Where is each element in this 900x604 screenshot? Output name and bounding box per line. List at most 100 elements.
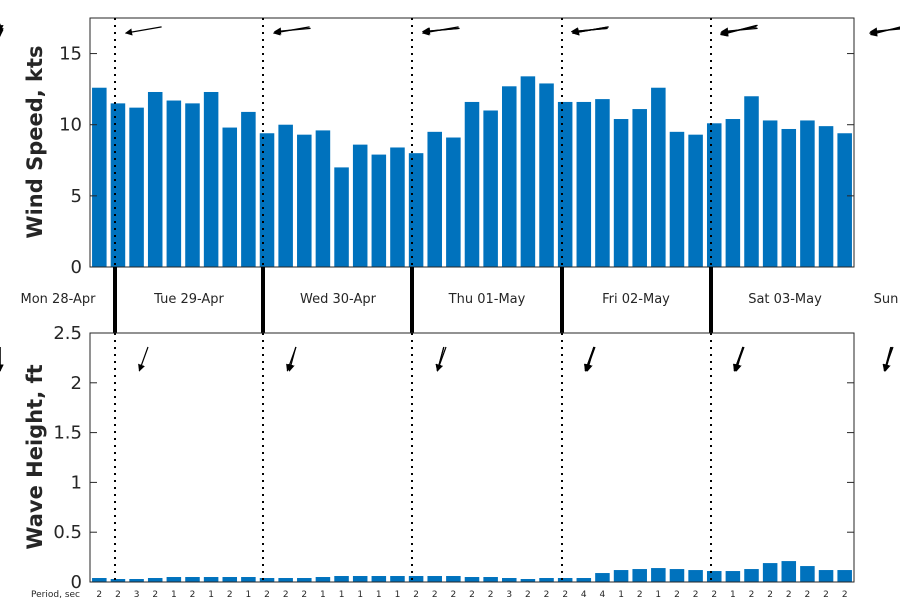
wave-bar: [762, 563, 778, 582]
wave-y-axis-label: Wave Height, ft: [23, 364, 47, 549]
period-value: 1: [171, 590, 177, 600]
wind-bar: [352, 144, 368, 267]
wind-bar: [688, 134, 703, 267]
period-value: 2: [637, 590, 643, 600]
wave-bar: [334, 576, 349, 582]
y-tick-label: 15: [59, 44, 82, 65]
wave-bar: [446, 576, 461, 582]
wave-bar: [613, 570, 629, 582]
wave-bar: [781, 561, 797, 582]
wave-bar: [632, 569, 647, 582]
period-value: 2: [544, 590, 550, 600]
wind-bar: [222, 127, 238, 267]
wind-direction-arrow: [571, 26, 609, 36]
wave-direction-arrow: [138, 346, 149, 372]
wind-direction-arrow: [869, 26, 900, 37]
wave-bar: [706, 571, 722, 582]
wind-direction-arrow: [272, 26, 310, 36]
wave-direction-arrow: [435, 346, 445, 372]
wind-bar: [278, 124, 293, 268]
wind-direction-arrow: [421, 26, 459, 36]
wave-bar: [352, 576, 368, 582]
day-label: Thu 01-May: [448, 292, 526, 307]
wave-bar: [725, 571, 741, 582]
wave-bar: [278, 578, 293, 582]
period-value: 1: [357, 590, 363, 600]
period-value: 3: [506, 590, 512, 600]
wind-bar: [427, 131, 442, 267]
wave-bar: [520, 579, 536, 582]
period-value: 2: [693, 590, 699, 600]
wave-bar: [837, 570, 852, 582]
wind-bar: [539, 83, 554, 267]
period-value: 2: [283, 590, 289, 600]
y-tick-label: 1: [71, 472, 82, 493]
y-tick-label: 5: [71, 186, 82, 207]
period-value: 2: [805, 590, 811, 600]
wind-bar: [781, 128, 797, 267]
period-value: 2: [488, 590, 494, 600]
wind-bar: [520, 76, 536, 267]
wave-bar: [92, 578, 107, 582]
wind-bar: [651, 87, 666, 267]
wave-bar: [315, 577, 331, 582]
wave-bar: [297, 578, 312, 582]
wind-bar: [259, 133, 275, 267]
wind-bar: [203, 91, 219, 268]
wind-bar: [92, 87, 107, 267]
wind-bar: [706, 123, 722, 267]
wind-bar: [110, 103, 126, 268]
wind-bar: [464, 101, 480, 267]
wind-bar: [483, 110, 498, 268]
wind-bar: [613, 119, 629, 268]
period-value: 2: [469, 590, 475, 600]
period-value: 2: [96, 590, 102, 600]
wave-bar: [241, 577, 256, 582]
wind-bar: [315, 130, 331, 267]
day-label: Mon 28-Apr: [21, 292, 97, 307]
period-value: 1: [320, 590, 326, 600]
wind-plot-frame: [89, 17, 855, 268]
wave-bar: [464, 577, 480, 582]
wave-bar: [576, 578, 592, 582]
wind-bar: [502, 86, 517, 267]
period-value: 2: [711, 590, 717, 600]
wind-y-axis-label: Wind Speed, kts: [23, 45, 47, 238]
wind-bar: [744, 96, 759, 267]
period-value: 2: [786, 590, 792, 600]
wind-bar: [446, 137, 461, 267]
day-label: Wed 30-Apr: [300, 292, 377, 307]
wind-bar: [408, 153, 424, 267]
wave-bar: [390, 576, 405, 582]
wind-bar: [595, 99, 610, 267]
wind-bar: [632, 109, 647, 267]
day-label-strip: Mon 28-Apr Tue 29-Apr Wed 30-Apr Thu 01-May…: [21, 267, 899, 333]
wave-bar: [203, 577, 219, 582]
wave-bar: [110, 579, 126, 582]
wind-direction-arrow: [720, 24, 758, 37]
wind-bar: [818, 126, 834, 267]
wave-bar: [651, 568, 666, 582]
wave-bar: [557, 578, 573, 582]
wave-direction-arrow: [286, 346, 297, 372]
y-tick-label: 1.5: [53, 423, 82, 444]
wave-bar: [129, 579, 144, 582]
period-value: 2: [413, 590, 419, 600]
day-label: Sun: [874, 292, 899, 307]
wave-bar: [166, 577, 182, 582]
wave-direction-arrow: [585, 346, 596, 372]
period-value: 2: [115, 590, 121, 600]
y-tick-label: 0: [71, 257, 82, 278]
wave-bar: [371, 576, 387, 582]
period-value: 2: [674, 590, 680, 600]
day-label: Tue 29-Apr: [153, 292, 224, 307]
wave-bar: [185, 577, 200, 582]
period-value: 2: [301, 590, 307, 600]
wind-bar: [129, 107, 144, 267]
period-value: 2: [264, 590, 270, 600]
wave-direction-arrow: [584, 346, 595, 372]
wind-bar: [297, 134, 312, 267]
period-row-label: Period, sec: [31, 590, 80, 600]
period-value: 2: [749, 590, 755, 600]
